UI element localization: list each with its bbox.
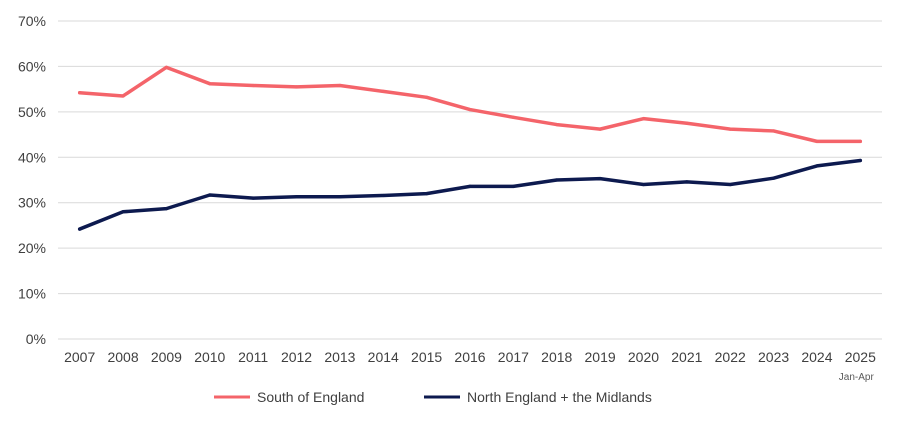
x-tick-label: 2011 — [238, 349, 268, 365]
y-tick-label: 40% — [18, 149, 46, 165]
series-1-point — [815, 164, 819, 168]
x-tick-label: 2016 — [454, 349, 485, 365]
legend-label-south-of-england: South of England — [257, 389, 364, 405]
series-0-point — [511, 115, 515, 119]
series-1-point — [208, 193, 212, 197]
series-1-point — [121, 210, 125, 214]
gridlines — [58, 20, 882, 340]
series-0-point — [468, 107, 472, 112]
legend-label-north-england-midlands: North England + the Midlands — [467, 389, 652, 405]
series-0-point — [338, 83, 342, 88]
y-tick-label: 50% — [18, 104, 46, 120]
series-line-1 — [77, 158, 863, 231]
series-1-point — [338, 195, 342, 199]
series-1-point — [728, 182, 732, 187]
series-line-0 — [77, 65, 863, 144]
series-0-point — [685, 121, 689, 125]
legend: South of England North England + the Mid… — [214, 389, 652, 405]
series-0-point — [728, 127, 732, 131]
series-0-point — [121, 94, 125, 98]
series-0-point — [771, 129, 776, 133]
x-tick-label: 2021 — [671, 349, 702, 365]
series-1-point — [598, 177, 602, 181]
x-tick-label: 2025 — [845, 349, 876, 365]
y-axis-ticks: 0% 10% 20% 30% 40% 50% 60% 70% — [18, 13, 46, 347]
series-0-point — [294, 85, 299, 89]
x-tick-note: Jan-Apr — [839, 372, 875, 383]
x-tick-label: 2008 — [107, 349, 138, 365]
series-0-point — [555, 122, 559, 127]
series-0-point — [425, 95, 429, 99]
series-1-point — [555, 178, 559, 182]
series-1-point — [771, 176, 776, 180]
x-tick-label: 2018 — [541, 349, 572, 365]
y-tick-label: 60% — [18, 58, 46, 74]
series-0-point — [858, 139, 862, 143]
y-tick-label: 10% — [18, 286, 46, 302]
series-1-point — [425, 192, 429, 196]
x-tick-label: 2015 — [411, 349, 442, 365]
x-tick-label: 2012 — [281, 349, 312, 365]
series-0-point — [381, 89, 385, 94]
x-tick-label: 2010 — [194, 349, 225, 365]
x-tick-label: 2024 — [801, 349, 832, 365]
series-1-point — [468, 184, 472, 188]
x-tick-label: 2019 — [585, 349, 616, 365]
series-1-point — [164, 207, 169, 211]
series-1-point — [294, 195, 299, 199]
series-1-point — [78, 227, 82, 231]
series-0-point — [641, 117, 646, 121]
series-1-point — [641, 182, 646, 187]
x-axis-ticks: 2007 2008 2009 2010 2011 2012 2013 2014 2015 2016… — [64, 349, 876, 365]
series-0-point — [598, 127, 602, 131]
x-tick-label: 2017 — [498, 349, 529, 365]
series-0-point — [78, 91, 82, 95]
series-0-point — [251, 83, 255, 88]
series-0-point — [164, 65, 169, 69]
x-tick-label: 2007 — [64, 349, 95, 365]
series-0-point — [815, 139, 819, 143]
x-tick-label: 2022 — [715, 349, 746, 365]
series-0-point — [208, 82, 212, 86]
y-tick-label: 30% — [18, 195, 46, 211]
series-lines — [77, 65, 863, 231]
y-tick-label: 20% — [18, 240, 46, 256]
series-1-point — [251, 196, 255, 200]
y-tick-label: 0% — [26, 331, 46, 347]
x-tick-label: 2013 — [324, 349, 355, 365]
x-tick-label: 2020 — [628, 349, 659, 365]
x-tick-label: 2014 — [368, 349, 399, 365]
series-1-point — [511, 184, 515, 188]
series-1-point — [381, 193, 385, 198]
x-tick-label: 2023 — [758, 349, 789, 365]
series-1-point — [858, 158, 862, 163]
y-tick-label: 70% — [18, 13, 46, 29]
x-tick-label: 2009 — [151, 349, 182, 365]
series-1-point — [685, 180, 689, 184]
